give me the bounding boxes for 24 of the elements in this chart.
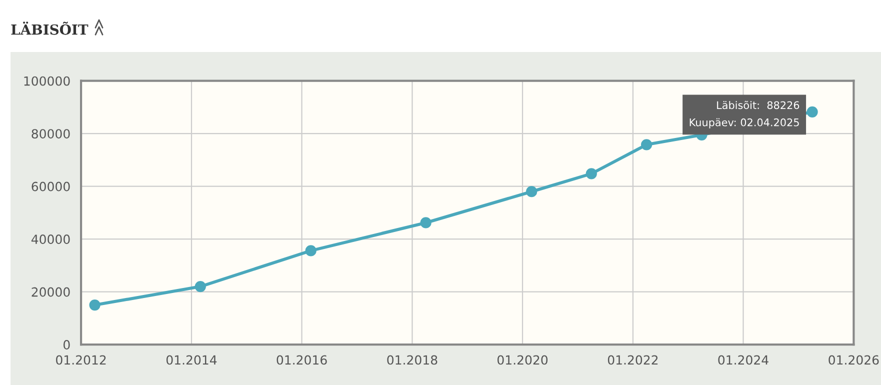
- x-tick-label: 01.2022: [608, 355, 658, 365]
- y-tick-label: 80000: [32, 129, 70, 139]
- point: [586, 168, 597, 180]
- x-tick-label: 01.2026: [828, 355, 879, 365]
- x-tick-label: 01.2014: [166, 355, 217, 365]
- point: [641, 139, 652, 150]
- x-tick-label: 01.2018: [387, 355, 438, 365]
- point: [194, 281, 206, 292]
- chart-title: LÄBISÕIT: [11, 22, 88, 35]
- point: [420, 217, 432, 228]
- y-tick-label: 60000: [32, 182, 70, 192]
- x-tick-label: 01.2016: [276, 355, 327, 365]
- y-tick-label: 20000: [32, 287, 70, 297]
- x-tick-label: 01.2020: [497, 355, 548, 365]
- point: [526, 186, 538, 198]
- x-tick-label: 01.2012: [56, 355, 106, 365]
- annotation: Läbisõit: 88226 Kuupäev: 02.04.2025: [690, 100, 800, 128]
- y-tick-label: 40000: [31, 234, 70, 244]
- point: [806, 106, 818, 118]
- point: [89, 299, 100, 311]
- y-tick-label: 0: [64, 340, 70, 350]
- point: [305, 245, 316, 256]
- y-tick-label: 100000: [24, 76, 70, 86]
- x-tick-label: 01.2024: [718, 355, 768, 365]
